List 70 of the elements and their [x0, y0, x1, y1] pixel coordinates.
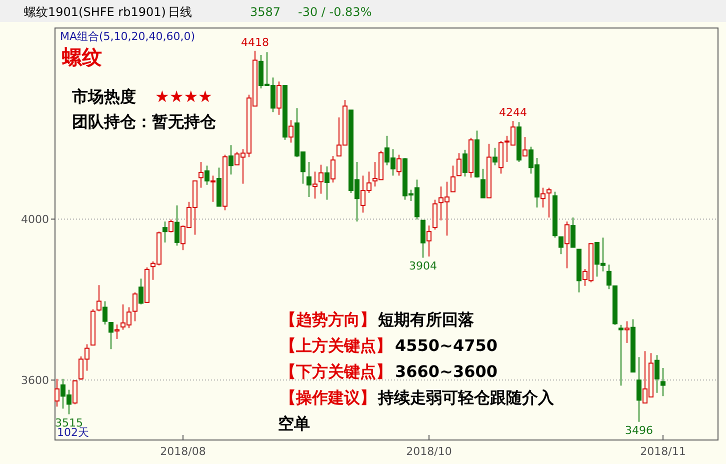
annotation: 【上方关键点】: [280, 336, 392, 355]
annotation: 4418: [241, 36, 269, 49]
annotation: 3496: [625, 424, 653, 437]
annotation: 持续走弱可轻仓跟随介入: [377, 388, 555, 407]
candlestick: [210, 175, 216, 202]
candlestick: [564, 221, 570, 269]
candlestick: [324, 166, 330, 200]
candlestick: [306, 161, 312, 198]
candlestick: [426, 225, 432, 258]
annotation: ★★★★: [155, 87, 212, 106]
x-tick-label: 2018/11: [640, 445, 686, 458]
candlestick: [168, 219, 174, 233]
annotation: 空单: [278, 414, 310, 433]
candlestick: [546, 187, 552, 218]
annotation: 【操作建议】: [280, 388, 376, 407]
candlestick: [606, 264, 612, 290]
candlestick: [432, 199, 438, 230]
candlestick: [96, 284, 102, 312]
candlestick: [276, 81, 282, 116]
candlestick: [540, 187, 546, 208]
candlestick: [318, 164, 324, 194]
candlestick: [102, 300, 108, 326]
candlestick: [330, 155, 336, 183]
text: 3587: [250, 5, 281, 19]
candlestick: [138, 278, 144, 305]
candlestick: [450, 165, 456, 192]
text: 日线: [168, 5, 192, 19]
annotation: 4550~4750: [395, 336, 498, 355]
candlestick: [654, 354, 660, 394]
candlestick: [462, 149, 468, 177]
candlestick: [456, 152, 462, 176]
candlestick: [660, 367, 666, 397]
candlestick: [420, 220, 426, 258]
x-tick-label: 2018/08: [160, 445, 206, 458]
candlestick: [396, 154, 402, 176]
candlestick: [228, 144, 234, 175]
text: 螺纹: [61, 45, 102, 69]
candlestick: [480, 168, 486, 198]
annotation: 102天: [57, 426, 89, 439]
candlestick: [492, 147, 498, 166]
annotation: MA组合(5,10,20,40,60,0): [60, 30, 196, 43]
annotation: 3660~3600: [395, 362, 498, 381]
candlestick: [618, 324, 624, 386]
text: -30 / -0.83%: [298, 5, 372, 19]
candlestick: [288, 120, 294, 144]
candlestick: [198, 161, 204, 188]
candlestick: [558, 236, 564, 255]
x-tick-label: 2018/10: [406, 445, 452, 458]
annotation: 4244: [499, 106, 527, 119]
annotation: 【下方关键点】: [280, 362, 392, 381]
annotation: 【趋势方向】: [280, 310, 376, 329]
annotation: 3904: [409, 260, 437, 273]
candlestick: [72, 380, 78, 405]
text: 螺纹1901(SHFE rb1901): [24, 5, 166, 19]
annotation: 团队持仓：暂无持仓: [72, 112, 217, 131]
annotation: 短期有所回落: [377, 310, 474, 329]
candlestick: [174, 204, 180, 246]
candlestick: [636, 356, 642, 422]
candlestick: [624, 320, 630, 344]
candlestick: [312, 171, 318, 200]
candlestick: [114, 324, 120, 340]
annotation: 市场热度: [71, 87, 136, 106]
candlestick: [162, 221, 168, 243]
candlestick: [54, 378, 60, 408]
candlestick: [204, 165, 210, 186]
y-tick-label: 3600: [21, 374, 49, 388]
candlestick: [570, 217, 576, 248]
candlestick: [522, 136, 528, 156]
candlestick: [108, 322, 114, 350]
y-tick-label: 4000: [21, 213, 49, 226]
